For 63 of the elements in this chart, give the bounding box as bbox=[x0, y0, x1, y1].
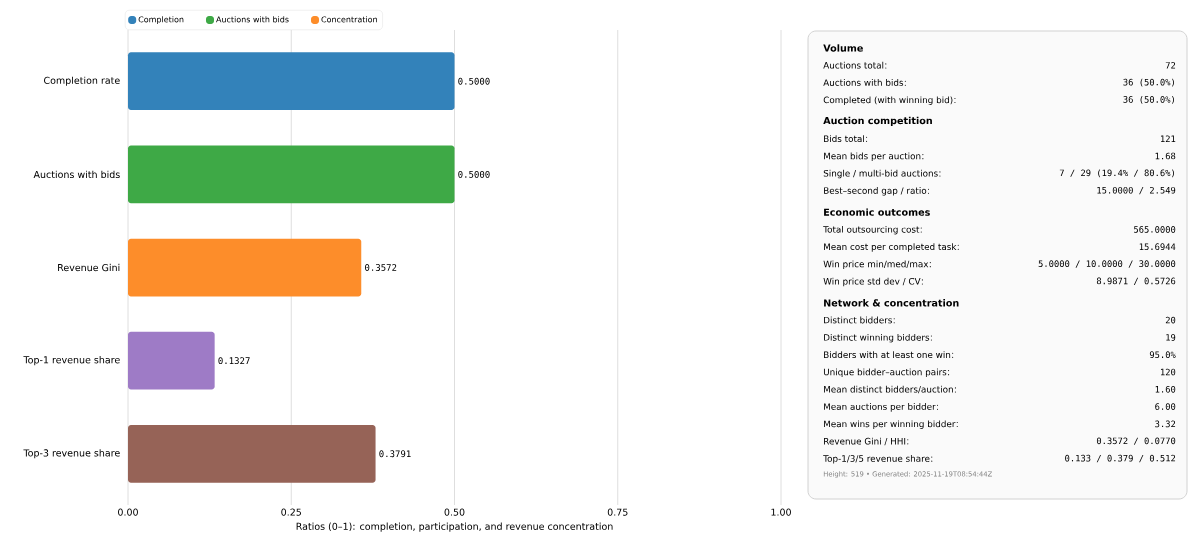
category-label: Single / multi-bid auctions bbox=[823, 169, 938, 179]
y-tick-label: Revenue Gini bbox=[58, 263, 120, 272]
text: 15.6944 bbox=[1139, 243, 1176, 251]
category-label: Total outsourcing cost bbox=[823, 225, 920, 235]
text: 15.0000 / 2.549 bbox=[1097, 186, 1176, 195]
x-tick-label: 0.25 bbox=[281, 508, 301, 516]
category-label: Auctions with bids bbox=[823, 79, 904, 86]
text: 36 (50.0%) bbox=[1123, 78, 1174, 87]
y-tick-label: Completion rate bbox=[44, 76, 120, 86]
text: 6.00 bbox=[1155, 403, 1176, 410]
text: 19 bbox=[1166, 334, 1176, 341]
text: 0.3572 / 0.0770 bbox=[1096, 437, 1176, 445]
category-label: Bids total bbox=[824, 135, 864, 143]
data-label: 0.3572 bbox=[365, 264, 397, 271]
x-tick-label: 0.00 bbox=[118, 508, 138, 516]
category-label: Auctions total bbox=[823, 61, 884, 69]
category-label: Mean bids per auction bbox=[824, 152, 921, 162]
data-label: 0.3791 bbox=[379, 450, 411, 458]
category-label: Distinct winning bidders bbox=[824, 333, 930, 343]
y-tick-label: Top-3 revenue share bbox=[23, 449, 120, 459]
category-label: Win price std dev / CV bbox=[823, 277, 921, 287]
data-label: 0.5000 bbox=[458, 170, 490, 178]
category-label: Mean cost per completed task bbox=[824, 243, 957, 252]
text: 1.68 bbox=[1155, 152, 1176, 160]
data-label: 0.5000 bbox=[458, 77, 490, 85]
category-label: Mean wins per winning bidder bbox=[824, 420, 956, 429]
text: 565.0000 bbox=[1134, 226, 1176, 233]
text: 3.32 bbox=[1155, 420, 1176, 428]
text: 0.133 / 0.379 / 0.512 bbox=[1065, 454, 1176, 463]
category-label: Network & concentration bbox=[824, 299, 959, 307]
text: 7 / 29 (19.4% / 80.6%) bbox=[1059, 169, 1174, 178]
y-tick-label: Top-1 revenue share bbox=[23, 356, 120, 366]
category-label: Revenue Gini / HHI bbox=[824, 437, 906, 446]
category-label: Best–second gap / ratio bbox=[824, 187, 927, 196]
category-label: Volume bbox=[823, 44, 863, 52]
category-label: Completed (with winning bid) bbox=[823, 96, 953, 105]
text: 20 bbox=[1165, 316, 1176, 324]
legend-label: Auctions with bids bbox=[216, 16, 289, 23]
text: 120 bbox=[1160, 368, 1176, 376]
category-label: Mean auctions per bidder bbox=[824, 403, 936, 412]
text: 72 bbox=[1165, 62, 1176, 69]
text: 5.0000 / 10.0000 / 30.0000 bbox=[1038, 260, 1176, 268]
x-tick-label: 0.75 bbox=[607, 508, 628, 516]
category-label: Bidders with at least one win bbox=[824, 351, 951, 359]
category-label: Win price min/med/max bbox=[823, 260, 929, 270]
x-tick-label: 1.00 bbox=[771, 508, 791, 516]
category-label: Top-1/3/5 revenue share bbox=[823, 455, 930, 464]
legend-label: Concentration bbox=[321, 16, 377, 23]
text: 8.9871 / 0.5726 bbox=[1096, 277, 1176, 285]
data-label: 0.1327 bbox=[218, 357, 250, 365]
text: 36 (50.0%) bbox=[1123, 95, 1174, 104]
text: 95.0% bbox=[1149, 351, 1176, 359]
x-tick-label: 0.50 bbox=[444, 508, 465, 516]
category-label: Distinct bidders bbox=[824, 316, 892, 324]
text: 1.60 bbox=[1155, 385, 1176, 393]
x-axis-title: Ratios (0–1): completion, participation, and revenue concentration bbox=[296, 522, 613, 532]
legend-label: Completion bbox=[138, 16, 184, 24]
text: 121 bbox=[1160, 135, 1176, 142]
category-label: Economic outcomes bbox=[824, 208, 930, 216]
category-label: Auction competition bbox=[823, 116, 932, 127]
y-tick-label: Auctions with bids bbox=[33, 170, 120, 179]
category-label: Mean distinct bidders/auction bbox=[824, 385, 953, 394]
category-label: Unique bidder–auction pairs bbox=[823, 368, 947, 378]
